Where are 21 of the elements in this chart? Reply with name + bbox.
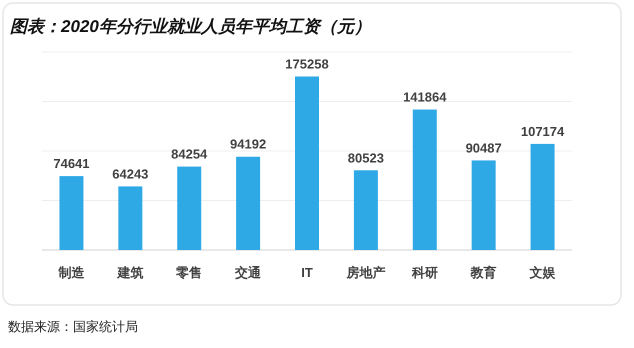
x-tick-label: 零售 — [175, 265, 202, 280]
data-label: 107174 — [520, 124, 566, 139]
data-label: 90487 — [466, 140, 502, 156]
x-tick-label: 建筑 — [116, 265, 144, 280]
data-label: 84254 — [171, 146, 208, 162]
data-label: 175258 — [285, 56, 329, 72]
x-tick-label: 科研 — [410, 265, 438, 280]
x-tick-label: 制造 — [57, 265, 86, 280]
data-label: 94192 — [230, 136, 266, 152]
x-tick-label: 房地产 — [345, 265, 386, 280]
plot: 74641 64243 84254 94192 175258 80523 141864 90487 107174 — [42, 52, 572, 250]
data-label: 141864 — [403, 90, 448, 105]
data-label: 80523 — [348, 150, 384, 166]
x-tick-label: IT — [301, 265, 313, 280]
x-tick-label: 交通 — [234, 265, 262, 280]
data-label: 64243 — [112, 166, 148, 182]
title: 图表：2020年分行业就业人员年平均工资（元） — [10, 17, 371, 36]
source-note: 数据来源：国家统计局 — [8, 319, 138, 334]
data-label: 74641 — [53, 156, 90, 172]
x-tick-label: 教育 — [470, 265, 497, 280]
x-tick-label: 文娱 — [528, 265, 557, 280]
